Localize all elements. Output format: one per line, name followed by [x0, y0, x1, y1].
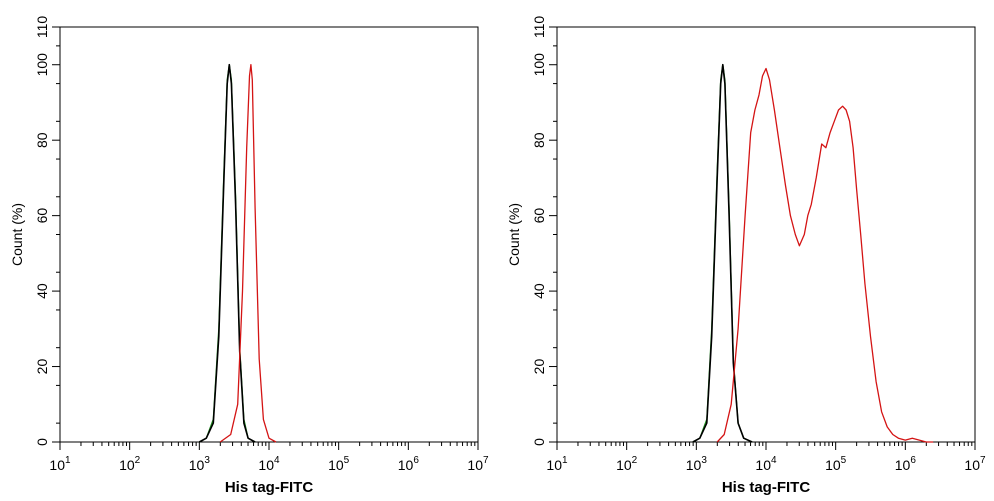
- y-tick-label: 0: [34, 438, 50, 446]
- series-line-black: [198, 63, 256, 443]
- histogram-panel-1: 101 102 103 104 105 106 107 0 20 40 60 80 100 110 Coun…: [9, 16, 489, 496]
- series-line-red: [716, 67, 934, 443]
- x-tick-label: 104: [258, 455, 280, 473]
- x-tick-label: 101: [546, 455, 568, 473]
- x-tick-label: 103: [686, 455, 708, 473]
- y-tick-label: 60: [531, 208, 547, 224]
- x-tick-label: 106: [398, 455, 420, 473]
- x-tick-label: 101: [49, 455, 71, 473]
- y-tick-label: 110: [531, 16, 547, 39]
- y-tick-label: 110: [34, 16, 50, 39]
- x-tick-label: 104: [755, 455, 777, 473]
- y-axis-title: Count (%): [9, 203, 25, 266]
- plot-frame: [59, 26, 479, 443]
- x-tick-label: 107: [964, 455, 986, 473]
- y-tick-label: 40: [34, 283, 50, 299]
- y-tick-label: 40: [531, 283, 547, 299]
- x-tick-label: 107: [467, 455, 489, 473]
- y-tick-label: 0: [531, 438, 547, 446]
- y-tick-label: 100: [34, 53, 50, 77]
- x-tick-label: 103: [189, 455, 211, 473]
- histogram-panel-2: 101 102 103 104 105 106 107 0 20 40 60 80 100 110 Coun…: [506, 16, 986, 496]
- series-line-green: [198, 64, 256, 443]
- y-axis-title: Count (%): [506, 203, 522, 266]
- series-line-red: [219, 64, 277, 443]
- series-line-black: [692, 63, 753, 443]
- x-axis-title: His tag-FITC: [225, 479, 313, 496]
- x-tick-label: 102: [616, 455, 638, 473]
- y-tick-label: 80: [34, 132, 50, 148]
- x-tick-label: 105: [825, 455, 847, 473]
- y-tick-label: 60: [34, 208, 50, 224]
- y-tick-label: 80: [531, 132, 547, 148]
- plot-frame: [556, 26, 976, 443]
- x-axis-title: His tag-FITC: [722, 479, 810, 496]
- y-tick-label: 20: [34, 359, 50, 375]
- x-tick-label: 102: [119, 455, 141, 473]
- y-tick-label: 100: [531, 53, 547, 77]
- x-tick-label: 106: [895, 455, 917, 473]
- x-tick-label: 105: [328, 455, 350, 473]
- y-tick-label: 20: [531, 359, 547, 375]
